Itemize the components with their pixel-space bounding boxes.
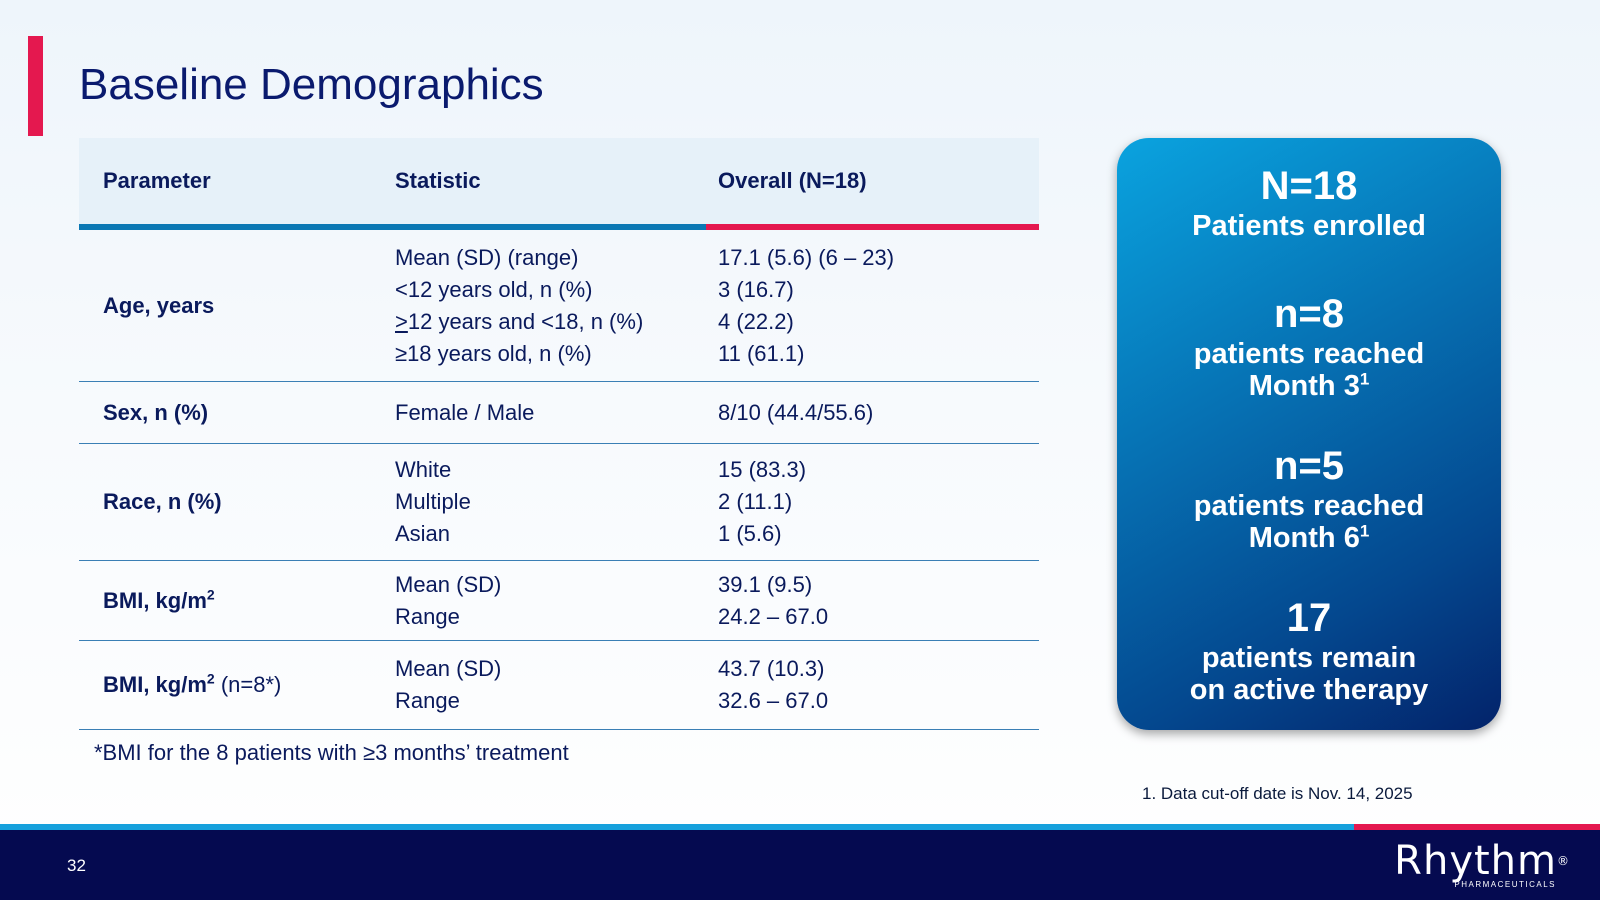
title-accent-bar [28, 36, 43, 136]
value-line: 39.1 (9.5) [718, 571, 813, 597]
row-statistics: Mean (SD) (range) <12 years old, n (%) >… [375, 242, 706, 370]
header-parameter: Parameter [103, 168, 211, 193]
row-parameter: Age, years [103, 292, 215, 318]
row-statistics: White Multiple Asian [375, 454, 706, 550]
table-row-race: Race, n (%) White Multiple Asian 15 (83.… [79, 444, 1039, 561]
stat-line: Mean (SD) [395, 656, 502, 681]
table-footnote: *BMI for the 8 patients with ≥3 months’ … [94, 740, 569, 765]
value-line: 43.7 (10.3) [718, 656, 825, 681]
row-values: 43.7 (10.3) 32.6 – 67.0 [706, 653, 1039, 717]
callout-stat-active: 17 patients remain on active therapy [1189, 596, 1429, 706]
table-header: Parameter Statistic Overall (N=18) [79, 138, 1039, 224]
value-line: 24.2 – 67.0 [718, 603, 829, 629]
header-rule [79, 224, 1039, 230]
stat-line-symbol: > [395, 308, 408, 334]
page-number: 32 [67, 856, 86, 875]
stat-line: Mean (SD) (range) [395, 244, 579, 270]
row-statistics: Mean (SD) Range [375, 653, 706, 717]
row-statistics: Mean (SD) Range [375, 569, 706, 633]
table-row-bmi: BMI, kg/m2 Mean (SD) Range 39.1 (9.5) 24… [79, 561, 1039, 641]
stat-line: Female / Male [395, 399, 535, 425]
table-row-sex: Sex, n (%) Female / Male 8/10 (44.4/55.6… [79, 382, 1039, 444]
stat-line: Range [395, 688, 460, 713]
row-values: 39.1 (9.5) 24.2 – 67.0 [706, 569, 1039, 633]
data-cutoff-note: 1. Data cut-off date is Nov. 14, 2025 [1142, 784, 1413, 803]
stat-line: >12 years and <18, n (%) [395, 306, 706, 338]
header-statistic: Statistic [395, 168, 481, 193]
table-row-age: Age, years Mean (SD) (range) <12 years o… [79, 230, 1039, 382]
demographics-table: Parameter Statistic Overall (N=18) Age, … [79, 138, 1039, 730]
stat-line: Multiple [395, 489, 471, 514]
row-parameter: BMI, kg/m2 (n=8*) [103, 670, 282, 697]
header-overall: Overall (N=18) [718, 168, 867, 193]
value-line: 1 (5.6) [718, 521, 782, 546]
stat-line-rest: 12 years and <18, n (%) [407, 308, 644, 334]
rhythm-logo: Rhythm® PHARMACEUTICALS [1394, 838, 1570, 889]
value-line: 17.1 (5.6) (6 – 23) [718, 244, 895, 270]
row-statistics: Female / Male [375, 397, 706, 429]
value-line: 8/10 (44.4/55.6) [718, 399, 874, 425]
footer-rule [0, 824, 1600, 830]
value-line: 3 (16.7) [718, 276, 794, 302]
row-values: 17.1 (5.6) (6 – 23) 3 (16.7) 4 (22.2) 11… [706, 242, 1039, 370]
page-title: Baseline Demographics [79, 60, 544, 109]
value-line: 32.6 – 67.0 [718, 688, 829, 713]
stat-line: Range [395, 603, 460, 629]
stat-line: White [395, 457, 452, 482]
row-parameter: Race, n (%) [103, 489, 222, 514]
row-parameter: BMI, kg/m2 [103, 586, 215, 613]
value-line: 4 (22.2) [718, 308, 794, 334]
footer-bar: 32 Rhythm® PHARMACEUTICALS [0, 830, 1600, 900]
stat-line: ≥18 years old, n (%) [395, 340, 592, 366]
stat-line: <12 years old, n (%) [395, 276, 593, 302]
row-parameter: Sex, n (%) [103, 399, 209, 425]
callout-stat-month6: n=5 patients reached Month 61 [1193, 444, 1425, 554]
enrollment-callout: N=18 Patients enrolled n=8 patients reac… [1117, 138, 1501, 730]
row-values: 15 (83.3) 2 (11.1) 1 (5.6) [706, 454, 1039, 550]
value-line: 15 (83.3) [718, 457, 807, 482]
value-line: 2 (11.1) [718, 489, 793, 514]
row-values: 8/10 (44.4/55.6) [706, 397, 1039, 429]
stat-line: Mean (SD) [395, 571, 502, 597]
stat-line: Asian [395, 521, 451, 546]
callout-stat-enrolled: N=18 Patients enrolled [1192, 164, 1426, 242]
value-line: 11 (61.1) [718, 340, 805, 366]
callout-stat-month3: n=8 patients reached Month 31 [1193, 292, 1425, 402]
table-row-bmi-n8: BMI, kg/m2 (n=8*) Mean (SD) Range 43.7 (… [79, 641, 1039, 730]
